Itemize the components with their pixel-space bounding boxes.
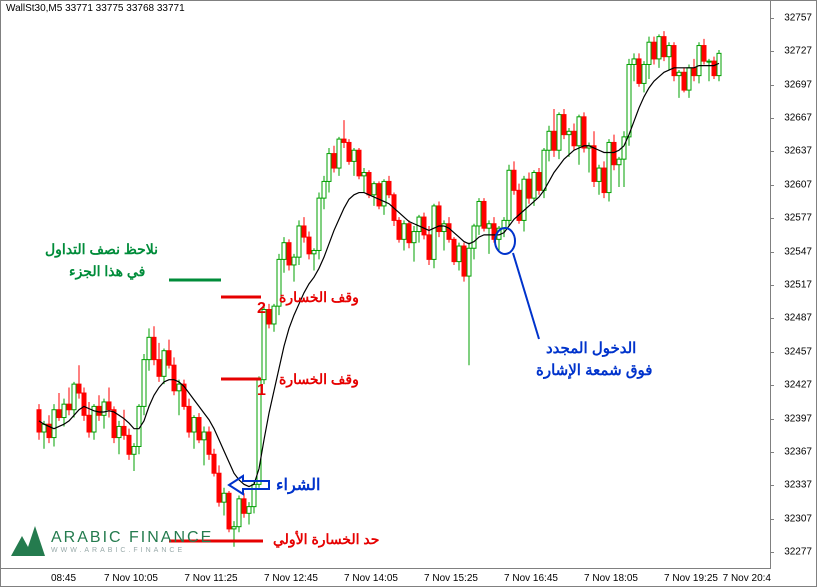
y-tick-label: 32607 — [784, 179, 812, 190]
chart-container: WallSt30,M5 33771 33775 33768 33771 3227… — [0, 0, 817, 587]
x-tick-label: 7 Nov 15:25 — [424, 573, 478, 584]
y-tick-label: 32757 — [784, 12, 812, 23]
y-tick-label: 32427 — [784, 380, 812, 391]
y-tick-label: 32637 — [784, 146, 812, 157]
x-tick-label: 7 Nov 18:05 — [584, 573, 638, 584]
y-tick-label: 32547 — [784, 246, 812, 257]
stop-loss-1-number: 1 — [257, 382, 266, 400]
note-half-trading-line1: نلاحظ نصف التداول — [45, 241, 158, 258]
y-axis: 32277 32307 32337 32367 32397 32427 32457 32487… — [771, 1, 816, 569]
x-tick-label: 7 Nov 19:25 — [664, 573, 718, 584]
x-axis: 08:45 7 Nov 10:05 7 Nov 11:25 7 Nov 12:45 7 … — [1, 568, 771, 586]
x-tick-label: 7 Nov 16:45 — [504, 573, 558, 584]
y-tick-label: 32487 — [784, 313, 812, 324]
x-tick-label: 7 Nov 12:45 — [264, 573, 318, 584]
y-tick-label: 32277 — [784, 547, 812, 558]
reentry-label-line2: فوق شمعة الإشارة — [536, 361, 652, 379]
buy-label: الشراء — [276, 475, 320, 495]
reentry-label-line1: الدخول المجدد — [546, 339, 636, 357]
initial-stop-loss-label: حد الخسارة الأولي — [273, 531, 379, 548]
x-tick-label: 7 Nov 14:05 — [344, 573, 398, 584]
y-tick-label: 32367 — [784, 447, 812, 458]
y-tick-label: 32307 — [784, 513, 812, 524]
x-tick-label: 7 Nov 20:4 — [723, 573, 771, 584]
logo-url: WWW.ARABIC.FINANCE — [51, 547, 213, 554]
stop-loss-1-label: وقف الخسارة — [279, 371, 359, 388]
y-tick-label: 32727 — [784, 46, 812, 57]
x-tick-label: 7 Nov 11:25 — [184, 573, 237, 584]
y-tick-label: 32457 — [784, 346, 812, 357]
y-tick-label: 32517 — [784, 280, 812, 291]
logo-text: ARABIC FINANCE WWW.ARABIC.FINANCE — [51, 529, 213, 554]
note-half-trading-line2: في هذا الجزء — [69, 263, 145, 280]
y-tick-label: 32577 — [784, 213, 812, 224]
plot-area — [1, 1, 771, 569]
x-tick-label: 08:45 — [51, 573, 76, 584]
logo-icon — [11, 526, 45, 556]
logo-title: ARABIC FINANCE — [51, 529, 213, 547]
y-tick-label: 32697 — [784, 79, 812, 90]
y-tick-label: 32397 — [784, 413, 812, 424]
stop-loss-2-label: وقف الخسارة — [279, 289, 359, 306]
stop-loss-2-number: 2 — [257, 300, 266, 318]
y-tick-label: 32337 — [784, 480, 812, 491]
chart-svg — [1, 1, 771, 569]
chart-header: WallSt30,M5 33771 33775 33768 33771 — [4, 3, 187, 14]
brand-logo: ARABIC FINANCE WWW.ARABIC.FINANCE — [11, 526, 213, 556]
x-tick-label: 7 Nov 10:05 — [104, 573, 158, 584]
y-tick-label: 32667 — [784, 112, 812, 123]
